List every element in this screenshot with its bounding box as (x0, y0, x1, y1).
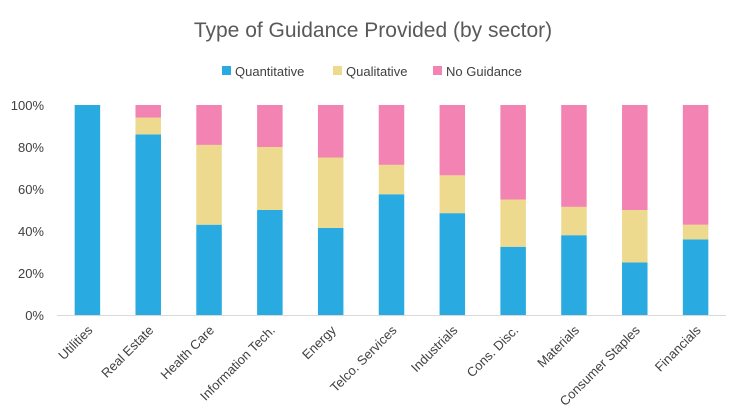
bar-segment-quantitative (561, 235, 587, 315)
bar-segment-no-guidance (196, 105, 222, 145)
legend-label-qualitative: Qualitative (346, 64, 407, 79)
bar-segment-no-guidance (378, 105, 405, 165)
x-tick-label: Health Care (158, 323, 218, 383)
bar-segment-quantitative (135, 134, 161, 315)
y-axis: 0% 20% 40% 60% 80% 100% (11, 98, 45, 323)
y-tick-label: 100% (11, 98, 45, 113)
chart-legend: Quantitative Qualitative No Guidance (222, 64, 522, 79)
bar-segment-qualitative (257, 147, 283, 210)
bar-segment-no-guidance (257, 105, 283, 147)
y-tick-label: 0% (25, 308, 44, 323)
y-tick-label: 20% (18, 266, 44, 281)
bar-segment-quantitative (378, 194, 405, 315)
y-tick-label: 40% (18, 224, 44, 239)
bar-segment-no-guidance (317, 105, 344, 158)
x-tick-label: Utilities (55, 322, 96, 363)
legend-swatch-quantitative (222, 66, 231, 75)
bar-segment-quantitative (622, 262, 648, 315)
bar-segment-no-guidance (682, 105, 709, 225)
bar-segment-quantitative (682, 239, 709, 315)
bar-segment-quantitative (439, 213, 466, 315)
bar-segment-no-guidance (439, 105, 466, 176)
bar-segment-quantitative (257, 210, 283, 315)
bar-segment-qualitative (317, 157, 344, 228)
bar-segment-quantitative (317, 227, 344, 315)
bar-segment-no-guidance (500, 105, 526, 200)
x-tick-label: Energy (299, 322, 339, 362)
x-tick-label: Industrials (408, 322, 461, 375)
bar-segment-qualitative (561, 206, 587, 236)
x-tick-label: Cons. Disc. (464, 323, 522, 381)
x-tick-label: Real Estate (98, 323, 156, 381)
bar-segment-qualitative (135, 117, 161, 135)
bar-segment-no-guidance (622, 105, 648, 210)
bar-segment-qualitative (682, 224, 709, 240)
y-tick-label: 80% (18, 140, 44, 155)
bar-segment-quantitative (74, 105, 101, 315)
legend-swatch-qualitative (333, 66, 342, 75)
bar-segment-quantitative (196, 224, 222, 315)
bar-segment-no-guidance (561, 105, 587, 207)
x-tick-label: Financials (652, 322, 704, 374)
bar-segment-no-guidance (135, 105, 161, 118)
y-tick-label: 60% (18, 182, 44, 197)
bar-segment-qualitative (439, 175, 466, 214)
bar-segment-qualitative (622, 210, 648, 263)
legend-swatch-no-guidance (433, 66, 442, 75)
bar-segment-qualitative (378, 164, 405, 195)
bar-segment-qualitative (500, 199, 526, 247)
legend-label-no-guidance: No Guidance (446, 64, 522, 79)
bar-segment-quantitative (500, 246, 526, 315)
chart-title: Type of Guidance Provided (by sector) (194, 19, 552, 42)
bar-segment-qualitative (196, 144, 222, 225)
bars-group (74, 105, 709, 315)
x-tick-label: Materials (534, 322, 582, 370)
x-axis: Utilities Real Estate Health CareInformati… (55, 315, 726, 409)
legend-label-quantitative: Quantitative (235, 64, 304, 79)
